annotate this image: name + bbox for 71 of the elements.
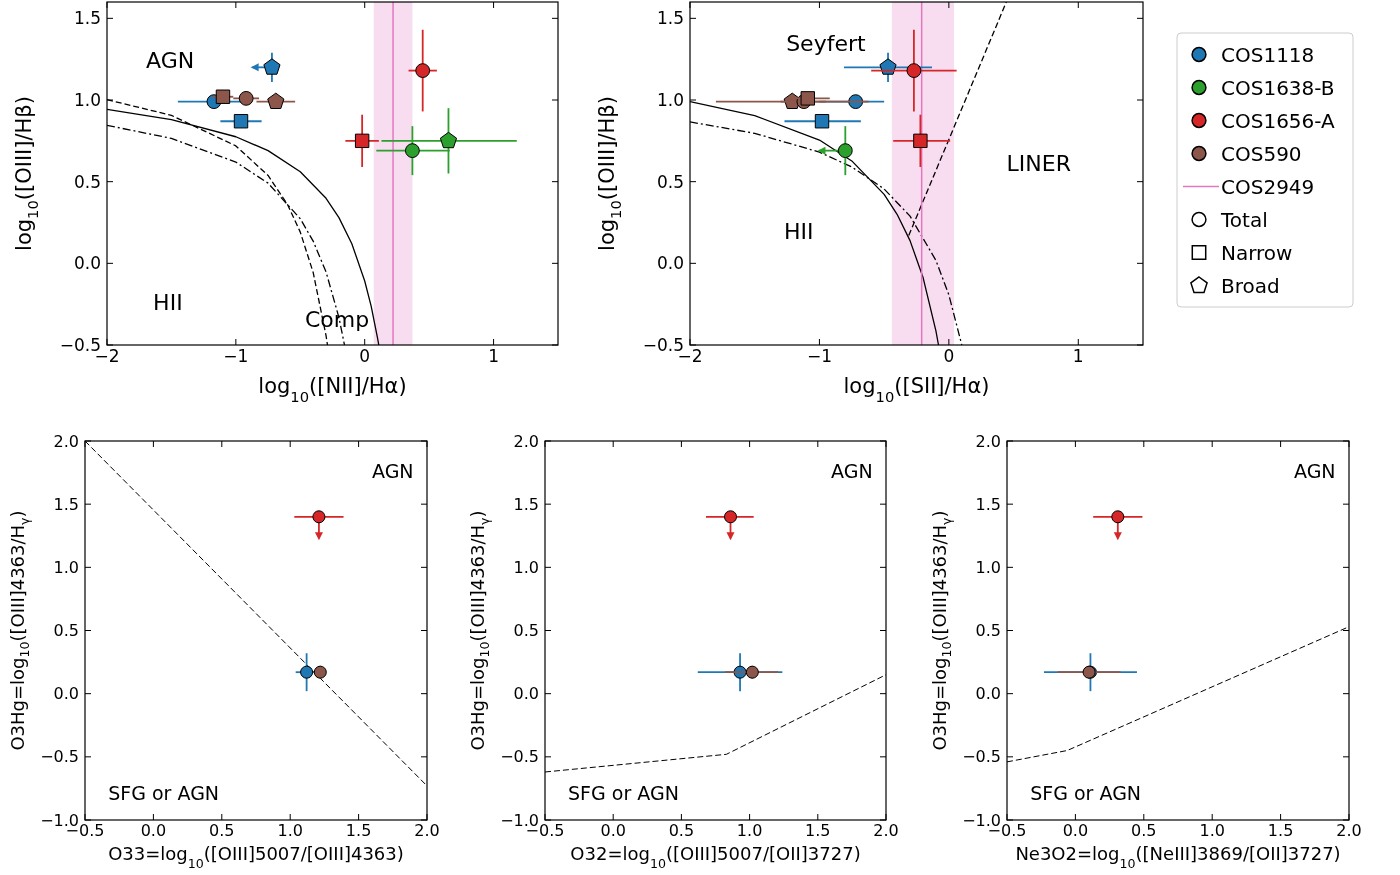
legend-label: COS1656-A [1221,108,1336,133]
annotation: SFG or AGN [1030,782,1142,805]
y-tick-label: 1.0 [656,90,684,110]
y-tick-label: −0.5 [500,747,539,767]
annotation: SFG or AGN [108,782,220,805]
y-tick-label: 2.0 [975,431,1001,451]
legend-label: Total [1220,207,1268,232]
y-tick-label: 0.5 [73,171,101,192]
annotation: AGN [1294,460,1336,483]
annotation: HII [783,219,814,245]
x-tick-label: 1.0 [1199,821,1225,840]
y-tick-label: 1.5 [656,8,684,29]
x-tick-label: 1 [488,345,499,366]
x-tick-label: −1 [223,345,249,366]
annotation: Seyfert [786,30,866,56]
x-axis-title: O33=log$_{10}$([OIII]5007/[OIII]4363) [108,843,404,871]
y-tick-label: 1.5 [513,494,539,514]
y-tick-label: 1.5 [975,494,1001,514]
y-tick-label: 1.5 [73,8,101,29]
y-tick-label: −0.5 [962,747,1001,767]
y-tick-label: 0.0 [53,684,79,704]
annotation: LINER [1006,150,1072,176]
x-axis-title: log$_{10}$([SII]/Hα) [843,374,990,405]
legend-label: COS1118 [1221,42,1315,67]
x-tick-label: 2.0 [873,821,899,840]
x-axis-title: log$_{10}$([NII]/Hα) [258,374,407,405]
legend-label: COS1638-B [1221,75,1335,100]
x-axis-title: O32=log$_{10}$([OIII]5007/[OII]3727) [570,843,861,871]
y-tick-label: 0.0 [975,684,1001,704]
x-tick-label: 0 [359,345,371,366]
annotation: AGN [146,47,195,73]
y-tick-label: 0.5 [513,621,539,640]
legend-label: Narrow [1221,240,1293,265]
x-tick-label: 1.0 [736,821,763,840]
y-tick-label: 1.0 [53,557,79,577]
y-tick-label: 0.0 [656,253,684,274]
y-tick-label: 0.5 [53,621,79,640]
annotation: Comp [304,306,370,332]
x-tick-label: 1 [1072,345,1084,366]
y-tick-label: 1.5 [53,494,79,514]
y-tick-label: 0.5 [975,621,1001,640]
annotation: SFG or AGN [568,782,679,805]
y-tick-label: 0.0 [73,253,101,274]
x-tick-label: 1.0 [277,821,303,840]
x-tick-label: 2.0 [1336,821,1362,840]
annotation: AGN [831,460,873,483]
x-tick-label: −1 [806,345,832,366]
x-tick-label: 1.5 [345,821,372,840]
x-tick-label: 0 [943,345,955,366]
y-tick-label: −0.5 [40,747,79,767]
annotation: HII [153,289,183,315]
y-tick-label: 1.0 [513,557,539,577]
x-tick-label: 0.5 [1131,821,1157,840]
y-tick-label: 0.5 [656,171,684,192]
x-tick-label: 0.0 [1062,821,1089,840]
x-tick-label: 0.5 [209,821,235,840]
x-tick-label: 1.5 [1267,821,1294,840]
y-tick-label: 1.0 [73,90,101,110]
legend-label: Broad [1221,273,1280,298]
annotation: AGN [372,460,414,483]
legend-label: COS590 [1221,141,1302,166]
x-tick-label: 0.0 [600,821,626,840]
x-tick-label: 1.5 [805,821,831,840]
y-tick-label: 1.0 [975,557,1001,577]
x-axis-title: Ne3O2=log$_{10}$([NeIII]3869/[OII]3727) [1015,843,1341,871]
y-tick-label: 2.0 [513,431,539,451]
y-tick-label: 0.0 [513,684,539,704]
legend-label: COS2949 [1221,174,1315,199]
x-tick-label: 0.0 [140,821,167,840]
x-tick-label: 2.0 [414,821,440,840]
y-tick-label: 2.0 [53,431,79,451]
